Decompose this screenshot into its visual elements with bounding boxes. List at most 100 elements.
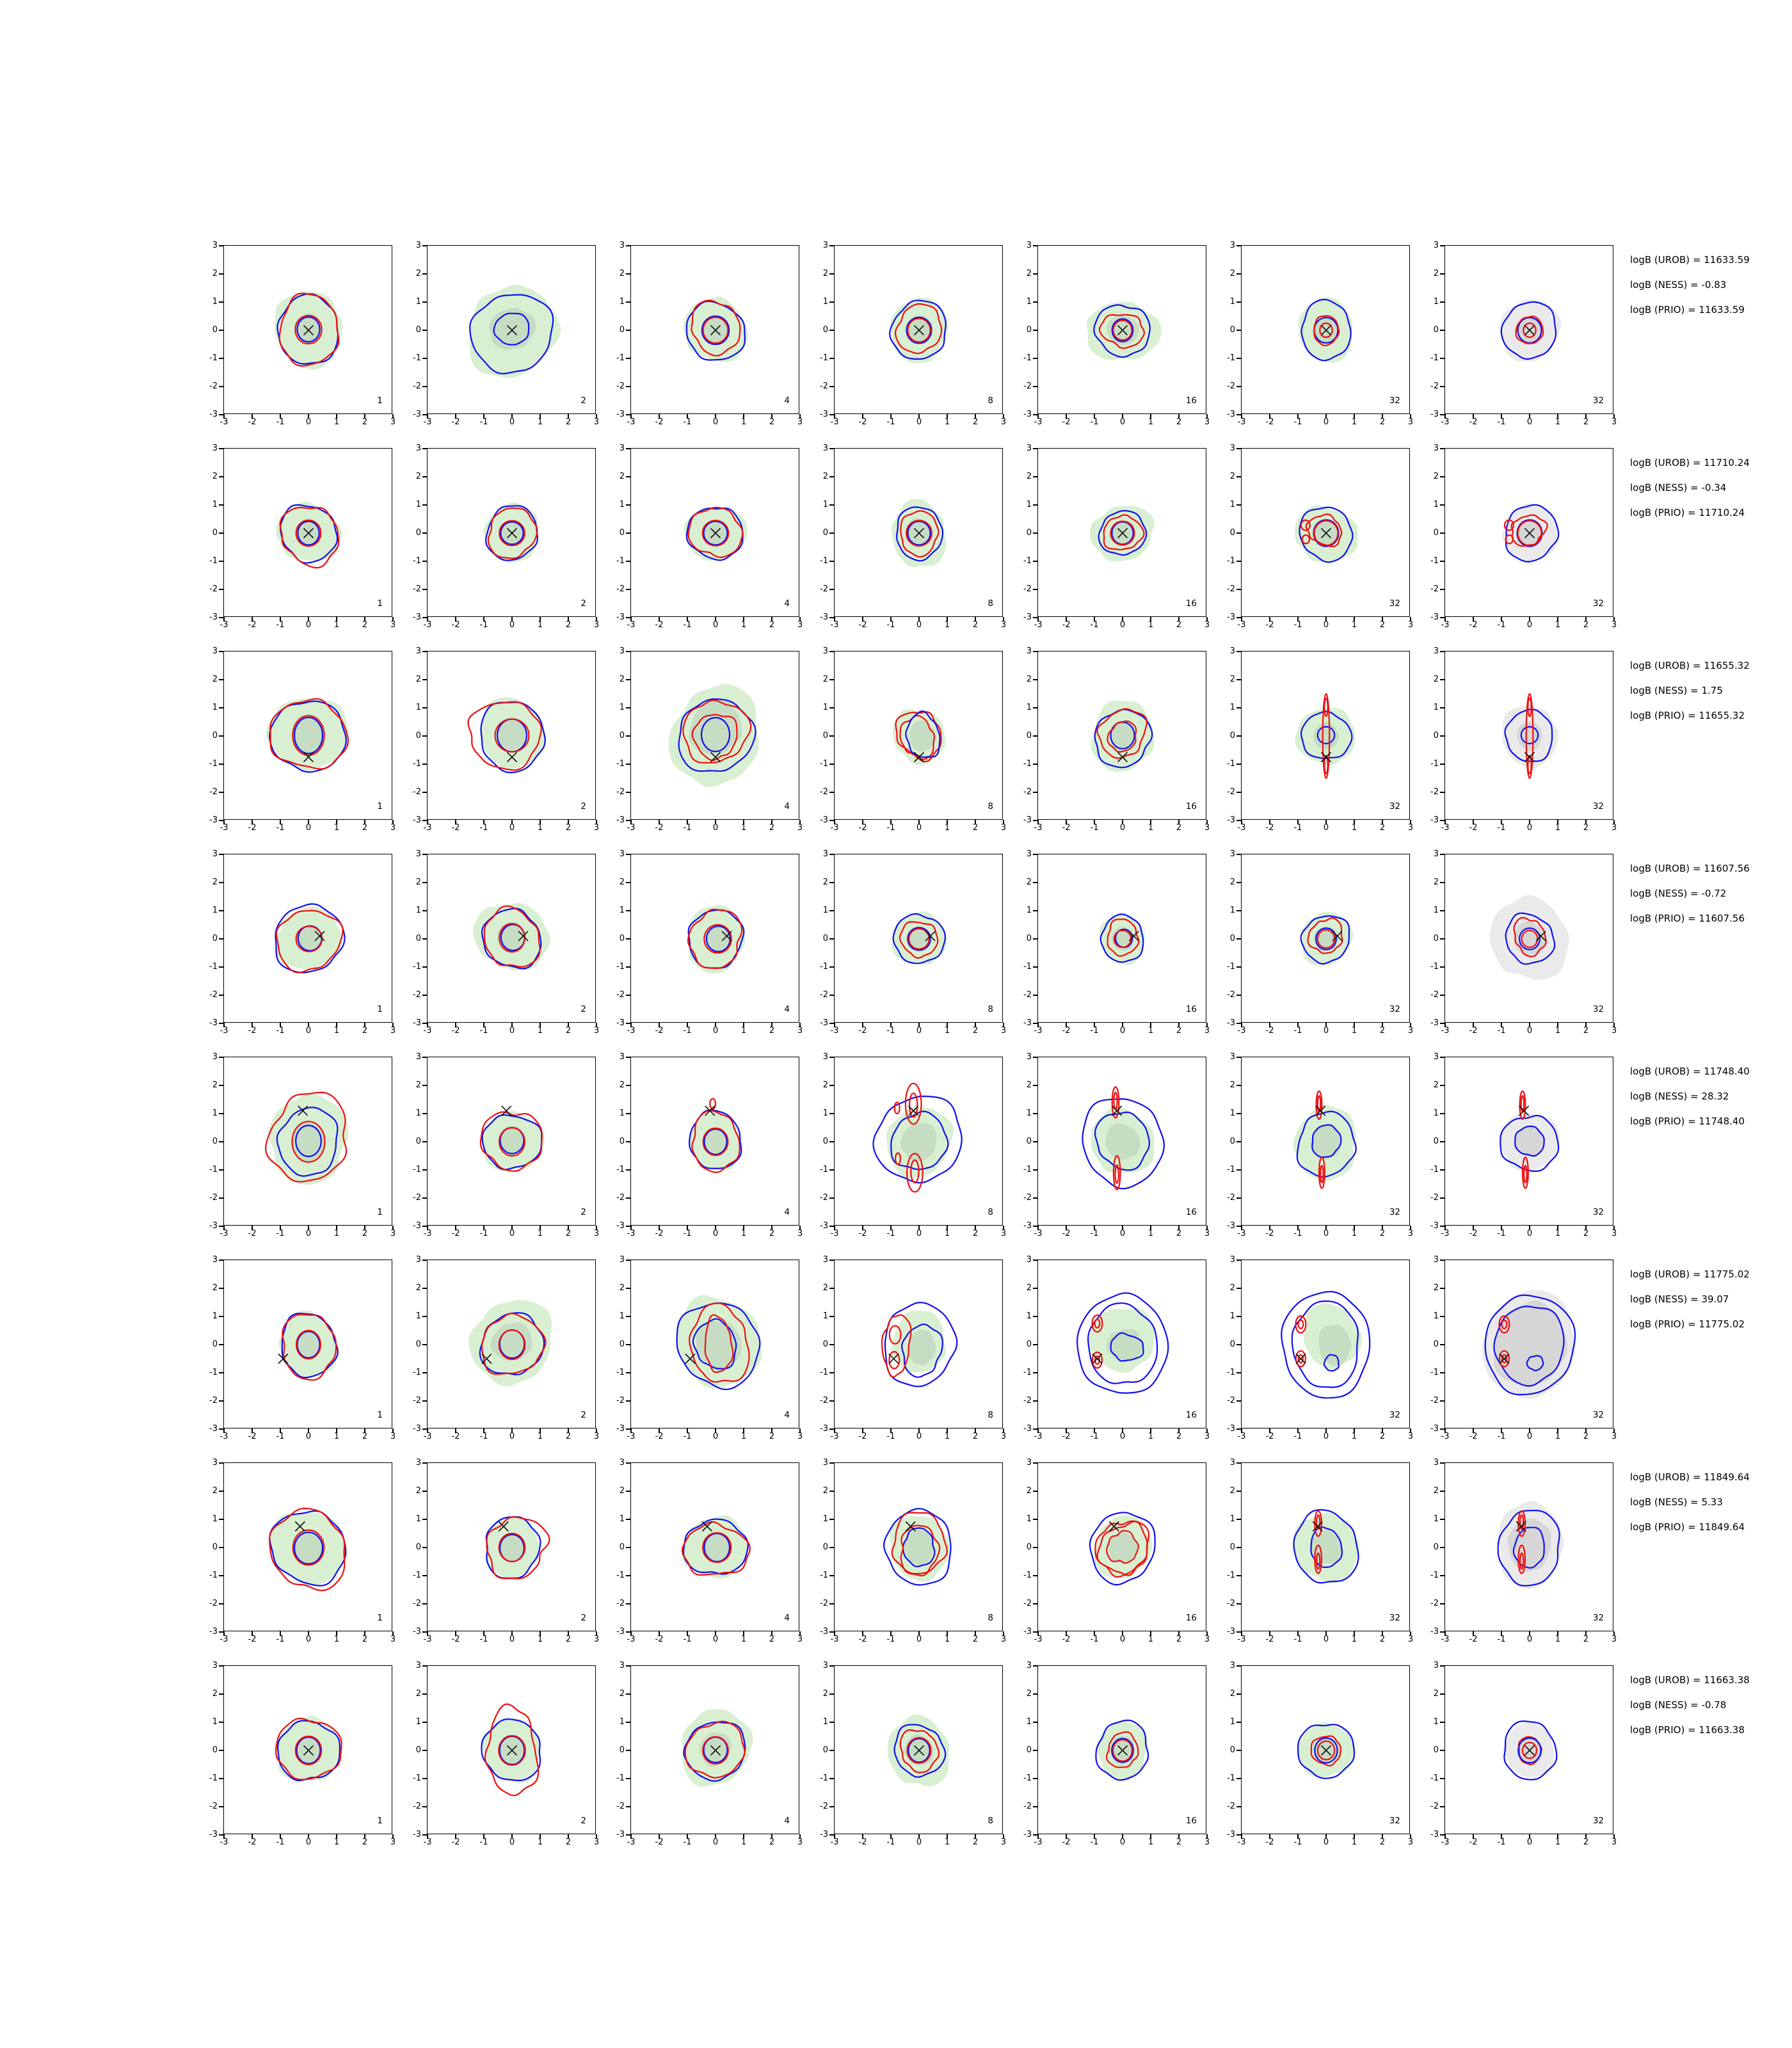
x-tick-label: 1 (1555, 1432, 1561, 1441)
truth-x-marker (925, 931, 936, 941)
y-tick-label: 1 (212, 500, 218, 509)
y-tick-label: -3 (820, 1830, 828, 1839)
x-tick-label: 2 (362, 1026, 368, 1036)
x-tick-label: -1 (1293, 1635, 1302, 1644)
y-tick-label: 1 (822, 1108, 828, 1118)
posterior-contour-red (1112, 319, 1133, 341)
posterior-contour-red (1297, 1354, 1304, 1364)
x-axis-tick (455, 414, 456, 419)
posterior-contour-red (1519, 1090, 1526, 1120)
x-tick-label: 3 (1611, 1837, 1617, 1847)
x-tick-label: -1 (1090, 1635, 1099, 1644)
x-tick-label: 3 (390, 417, 396, 427)
y-tick-label: 2 (822, 877, 828, 887)
x-tick-label: 3 (1204, 1432, 1210, 1441)
x-axis-tick (1037, 820, 1039, 824)
x-axis-tick (511, 820, 513, 824)
density-fill-green (904, 1530, 934, 1566)
y-axis-tick (626, 1778, 630, 1779)
x-tick-label: -1 (1497, 1432, 1506, 1441)
logb-urob-label: logB (UROB) = 11710.24 (1630, 457, 1750, 468)
density-plot (1100, 913, 1145, 965)
x-tick-label: 1 (1148, 1026, 1154, 1036)
y-tick-label: -1 (413, 759, 421, 769)
panel-r1c3: 3 -3 2 -2 1 -1 0 0 -1 1 -2 2 -3 3 4 (616, 241, 803, 427)
posterior-contour-blue (1519, 927, 1540, 950)
posterior-contour-red (498, 1532, 526, 1563)
y-tick-label: -1 (209, 759, 218, 769)
posterior-contour-red (1525, 692, 1534, 780)
y-axis-tick (1440, 651, 1444, 652)
x-axis-tick (1122, 414, 1123, 419)
x-axis-tick (483, 617, 484, 621)
density-plot (1095, 1719, 1149, 1781)
y-axis-tick (829, 1372, 834, 1373)
y-axis-tick (829, 245, 834, 246)
density-plot (682, 1709, 753, 1788)
truth-x-marker (1117, 324, 1128, 336)
y-tick-label: 2 (1433, 877, 1439, 887)
x-tick-label: -3 (830, 620, 839, 630)
x-axis-tick (1529, 414, 1530, 419)
x-tick-label: 0 (1323, 1635, 1329, 1644)
posterior-contour-blue (703, 520, 728, 546)
panel-count-label: 32 (1592, 1004, 1604, 1014)
y-tick-label: 2 (212, 472, 218, 481)
x-tick-label: 0 (1119, 620, 1126, 630)
panel-count-label: 8 (988, 396, 993, 406)
posterior-contour-blue (1520, 726, 1539, 744)
density-fill-inner (497, 922, 527, 953)
x-tick-label: -2 (451, 1229, 460, 1238)
x-axis-tick (1178, 1834, 1180, 1839)
posterior-contour-blue (1315, 927, 1337, 950)
x-axis-tick (1444, 1428, 1446, 1433)
x-axis-tick (364, 1631, 365, 1636)
y-tick-label: 1 (619, 297, 625, 307)
posterior-contour-red (1517, 520, 1542, 547)
x-tick-label: 2 (362, 1635, 368, 1644)
y-tick-label: 0 (1026, 325, 1032, 335)
density-fill-inner (499, 1331, 525, 1356)
y-tick-label: 0 (619, 528, 625, 538)
y-axis-tick (422, 1169, 427, 1171)
x-tick-label: 3 (593, 1229, 600, 1238)
y-tick-label: -3 (616, 612, 625, 622)
x-tick-label: 3 (593, 417, 600, 427)
x-axis-tick (511, 1631, 513, 1636)
truth-x-marker (298, 1105, 308, 1116)
density-plot (1281, 1291, 1371, 1399)
y-axis-tick (829, 448, 834, 449)
x-tick-label: -2 (451, 620, 460, 630)
posterior-contour-blue (1310, 1526, 1343, 1568)
y-axis-tick (219, 1693, 223, 1695)
y-axis-tick (219, 882, 223, 883)
x-tick-label: -3 (1441, 1229, 1450, 1238)
y-axis-tick (219, 476, 223, 477)
density-plot (1499, 1090, 1560, 1189)
y-axis-tick (1033, 938, 1037, 940)
x-tick-label: -2 (1062, 1635, 1071, 1644)
panel-count-label: 8 (988, 1816, 993, 1826)
posterior-contour-blue (1512, 1526, 1545, 1569)
y-tick-label: 3 (1433, 444, 1439, 453)
y-axis-tick (219, 1113, 223, 1114)
y-tick-label: -2 (413, 990, 421, 1000)
x-axis-tick (1557, 1631, 1558, 1636)
y-axis-tick (422, 1575, 427, 1576)
posterior-contour-red (1320, 1165, 1324, 1183)
y-axis-tick (219, 386, 223, 387)
truth-x-marker (1117, 527, 1128, 539)
y-axis-tick (1236, 882, 1241, 883)
y-tick-label: -2 (1023, 787, 1032, 797)
y-axis-tick (626, 1834, 630, 1836)
y-tick-label: 1 (415, 1108, 421, 1118)
x-tick-label: 2 (769, 620, 775, 630)
y-axis-tick (829, 617, 834, 618)
y-axis-tick (1033, 1344, 1037, 1345)
x-axis-tick (427, 617, 428, 621)
x-tick-label: 1 (537, 1026, 543, 1036)
y-tick-label: 0 (1229, 1745, 1235, 1755)
x-axis-tick (1529, 1631, 1530, 1636)
panel-r7c2: 3 -3 2 -2 1 -1 0 0 -1 1 -2 2 -3 3 2 (413, 1458, 599, 1644)
y-tick-label: -2 (616, 1599, 625, 1608)
